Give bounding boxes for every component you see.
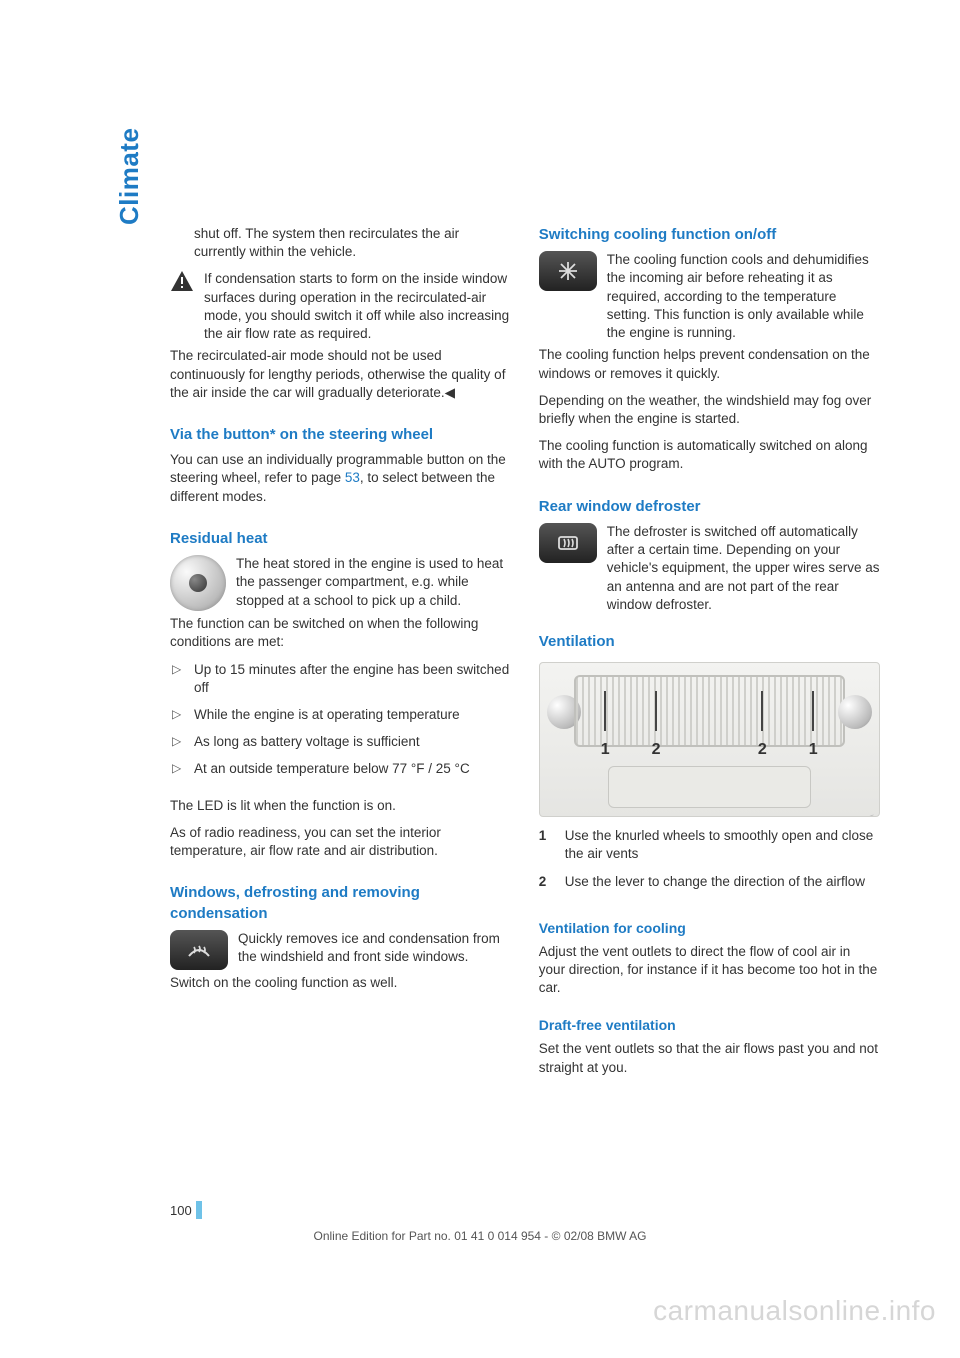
led-line: The LED is lit when the function is on. xyxy=(170,797,511,815)
heading-residual-heat: Residual heat xyxy=(170,529,511,549)
list-item: Up to 15 minutes after the engine has be… xyxy=(170,661,511,697)
warning-block: If condensation starts to form on the in… xyxy=(170,270,511,343)
steering-button-text: You can use an individually programmable… xyxy=(170,451,511,506)
callout-1: 1 xyxy=(601,739,610,761)
warning-icon xyxy=(170,270,194,292)
defrost-text: Quickly removes ice and condensation fro… xyxy=(238,930,511,966)
left-column: shut off. The system then recirculates t… xyxy=(170,225,511,1086)
defrost-block: Quickly removes ice and condensation fro… xyxy=(170,930,511,970)
warning-text: If condensation starts to form on the in… xyxy=(204,270,511,343)
residual-text: The heat stored in the engine is used to… xyxy=(236,555,511,610)
heading-ventilation: Ventilation xyxy=(539,632,880,652)
callout-1: 1 xyxy=(809,739,818,761)
residual-conditions-list: Up to 15 minutes after the engine has be… xyxy=(170,661,511,788)
heading-windows-defrost: Windows, defrosting and removing condens… xyxy=(170,883,511,924)
recirc-intro: shut off. The system then recirculates t… xyxy=(170,225,511,261)
legend-text: Use the lever to change the direction of… xyxy=(565,873,865,891)
heading-cooling: Switching cooling function on/off xyxy=(539,225,880,245)
section-side-label: Climate xyxy=(112,128,147,225)
cooling-block: The cooling function cools and dehumidif… xyxy=(539,251,880,342)
right-column: Switching cooling function on/off The co… xyxy=(539,225,880,1086)
heading-steering-button: Via the button* on the steering wheel xyxy=(170,425,511,445)
cooling-p3: Depending on the weather, the windshield… xyxy=(539,392,880,428)
cooling-text: The cooling function cools and dehumidif… xyxy=(607,251,880,342)
residual-lead: The function can be switched on when the… xyxy=(170,615,511,651)
list-item: While the engine is at operating tempera… xyxy=(170,706,511,724)
list-item: At an outside temperature below 77 °F / … xyxy=(170,760,511,778)
snowflake-button-icon xyxy=(539,251,597,291)
residual-block: The heat stored in the engine is used to… xyxy=(170,555,511,611)
ventilation-legend: 1 Use the knurled wheels to smoothly open… xyxy=(539,827,880,900)
cooling-p4: The cooling function is automatically sw… xyxy=(539,437,880,473)
heading-rear-defroster: Rear window defroster xyxy=(539,497,880,517)
list-item: 2 Use the lever to change the direction o… xyxy=(539,873,880,891)
page-link-53[interactable]: 53 xyxy=(345,470,360,485)
watermark: carmanualsonline.info xyxy=(653,1292,936,1330)
warning-tail: The recirculated-air mode should not be … xyxy=(170,347,511,402)
callout-2: 2 xyxy=(652,739,661,761)
page-number-value: 100 xyxy=(170,1203,192,1218)
page-number: 100 xyxy=(170,1201,202,1220)
legend-text: Use the knurled wheels to smoothly open … xyxy=(565,827,880,863)
residual-knob-icon xyxy=(170,555,226,611)
rear-defroster-block: The defroster is switched off automatica… xyxy=(539,523,880,614)
cooling-p2: The cooling function helps prevent conde… xyxy=(539,346,880,382)
radio-readiness-line: As of radio readiness, you can set the i… xyxy=(170,824,511,860)
edition-line: Online Edition for Part no. 01 41 0 014 … xyxy=(0,1228,960,1244)
callout-2: 2 xyxy=(758,739,767,761)
list-item: As long as battery voltage is sufficient xyxy=(170,733,511,751)
ventilation-figure: 1 2 2 1 BMW3241COMA xyxy=(539,662,880,817)
rear-defroster-button-icon xyxy=(539,523,597,563)
defrost-button-icon xyxy=(170,930,228,970)
legend-num: 2 xyxy=(539,873,551,891)
defrost-tail: Switch on the cooling function as well. xyxy=(170,974,511,992)
list-item: 1 Use the knurled wheels to smoothly open… xyxy=(539,827,880,863)
figure-ref: BMW3241COMA xyxy=(867,814,876,817)
legend-num: 1 xyxy=(539,827,551,863)
vent-cooling-text: Adjust the vent outlets to direct the fl… xyxy=(539,943,880,998)
heading-vent-cooling: Ventilation for cooling xyxy=(539,919,880,938)
heading-draft-free: Draft-free ventilation xyxy=(539,1016,880,1035)
rear-defroster-text: The defroster is switched off automatica… xyxy=(607,523,880,614)
draft-free-text: Set the vent outlets so that the air flo… xyxy=(539,1040,880,1076)
